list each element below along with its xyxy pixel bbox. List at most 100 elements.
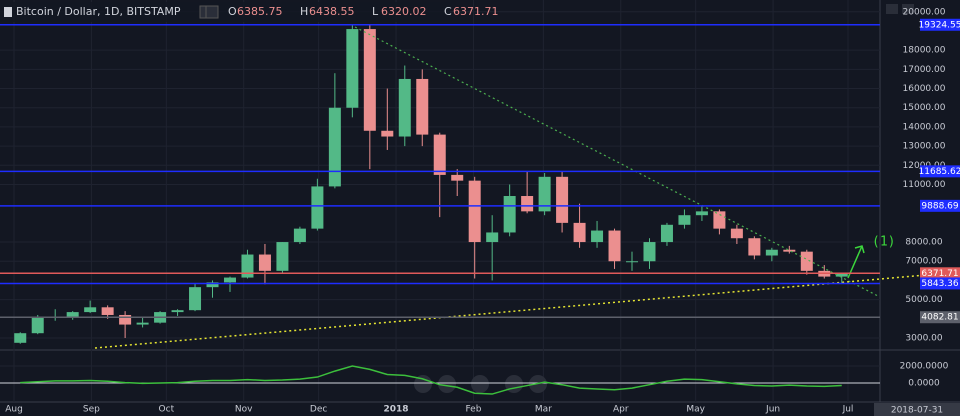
window-button[interactable] (902, 4, 914, 14)
y-tick-label: 11000.00 (903, 180, 946, 190)
level-label-bg (920, 267, 960, 280)
ohlc-label: C (444, 5, 452, 18)
settings-button[interactable] (205, 5, 219, 19)
candle-body (363, 29, 376, 131)
candle-body (730, 228, 743, 239)
x-tick-label: Oct (159, 405, 175, 415)
candle-body (783, 249, 796, 252)
candle-body (591, 230, 604, 243)
y-tick-label: 18000.00 (903, 46, 946, 56)
ohlc-label: L (372, 5, 379, 18)
y-tick-label: 13000.00 (903, 142, 946, 152)
level-label: 4082.81 (921, 313, 958, 323)
x-tick-label: Nov (235, 405, 253, 415)
candle-body (101, 307, 114, 315)
x-tick-label: Aug (5, 405, 23, 415)
y-tick-label: 17000.00 (903, 65, 946, 75)
candle-body (695, 211, 708, 216)
header-bg (0, 2, 450, 22)
candle-body (258, 254, 271, 271)
cursor-date-bg (874, 403, 960, 416)
y-tick-label: 3000.00 (905, 334, 942, 344)
level-label: 19324.55 (919, 20, 960, 30)
candle-body (678, 215, 691, 225)
candle-body (713, 211, 726, 229)
candle-body (346, 29, 359, 108)
level-label-bg (920, 311, 960, 324)
candle-body (486, 232, 499, 243)
price-pane (0, 0, 880, 402)
level-label-bg (920, 199, 960, 212)
candle-body (189, 287, 202, 311)
y-tick-label: 20000.00 (903, 7, 946, 17)
macd-tick-label: 0.0000 (908, 379, 940, 389)
candle-body (293, 228, 306, 243)
y-tick-label: 5000.00 (905, 295, 942, 305)
x-tick-label: Jul (842, 405, 854, 415)
candle-body (328, 107, 341, 187)
y-tick-label: 16000.00 (903, 84, 946, 94)
candle-body (171, 310, 184, 313)
candle-body (381, 130, 394, 137)
candle-body (276, 242, 289, 271)
ohlc-value: 6320.02 (381, 5, 427, 18)
level-label-bg (920, 165, 960, 178)
x-tick-label: Apr (613, 405, 629, 415)
ohlc-value: 6438.55 (309, 5, 355, 18)
candle-body (573, 222, 586, 243)
symbol-title: Bitcoin / Dollar, 1D, BITSTAMP (16, 5, 181, 18)
level-label-bg (920, 18, 960, 31)
window-button[interactable] (886, 4, 898, 14)
y-tick-label: 15000.00 (903, 103, 946, 113)
candle-body (643, 242, 656, 262)
candle-body (468, 180, 481, 243)
candle-body (521, 196, 534, 212)
zoom-in-button[interactable] (438, 375, 456, 393)
level-label: 6371.71 (921, 269, 958, 279)
candle-body (538, 176, 551, 212)
macd-line (20, 365, 842, 395)
candle-body (241, 254, 254, 278)
candle-body (66, 312, 79, 317)
ohlc-header: O 6385.75 H 6438.55 L 6320.02 C 6371.71 (228, 5, 499, 18)
candle-body (660, 224, 673, 243)
annotation: (1) (872, 235, 895, 250)
x-tick-label: Sep (83, 405, 100, 415)
candle-body (503, 196, 516, 233)
candle-body (136, 322, 149, 325)
candle-body (311, 186, 324, 229)
y-tick-label: 14000.00 (903, 122, 946, 132)
candle-body (765, 249, 778, 256)
candle-body (433, 134, 446, 175)
candle-body (800, 251, 813, 271)
ohlc-value: 6385.75 (237, 5, 283, 18)
candle-body (626, 261, 639, 263)
candle-body (31, 316, 44, 334)
candle-body (451, 174, 464, 181)
y-tick-label: 7000.00 (905, 257, 942, 267)
candle-body (416, 78, 429, 135)
macd-tick-label: 2000.0000 (900, 361, 949, 371)
level-label-bg (920, 277, 960, 290)
y-tick-label: 8000.00 (905, 238, 942, 248)
x-tick-label: May (686, 405, 705, 415)
trend-line (354, 26, 879, 297)
candle-body (556, 176, 569, 223)
level-label: 9888.69 (921, 201, 958, 211)
x-tick-label: Jun (765, 405, 780, 415)
ohlc-label: H (300, 5, 308, 18)
x-tick-label: Dec (310, 405, 327, 415)
candle-body (223, 277, 236, 283)
ohlc-label: O (228, 5, 237, 18)
level-label: 11685.62 (919, 167, 960, 177)
zoom-out-button[interactable] (414, 375, 432, 393)
reset-button[interactable] (471, 375, 489, 393)
logo (4, 7, 12, 17)
candle-body (206, 282, 219, 288)
x-tick-label: 2018 (384, 405, 409, 415)
x-tick-label: Feb (465, 405, 481, 415)
candle-body (119, 314, 132, 325)
level-label: 5843.36 (921, 279, 958, 289)
candle-body (835, 273, 848, 277)
